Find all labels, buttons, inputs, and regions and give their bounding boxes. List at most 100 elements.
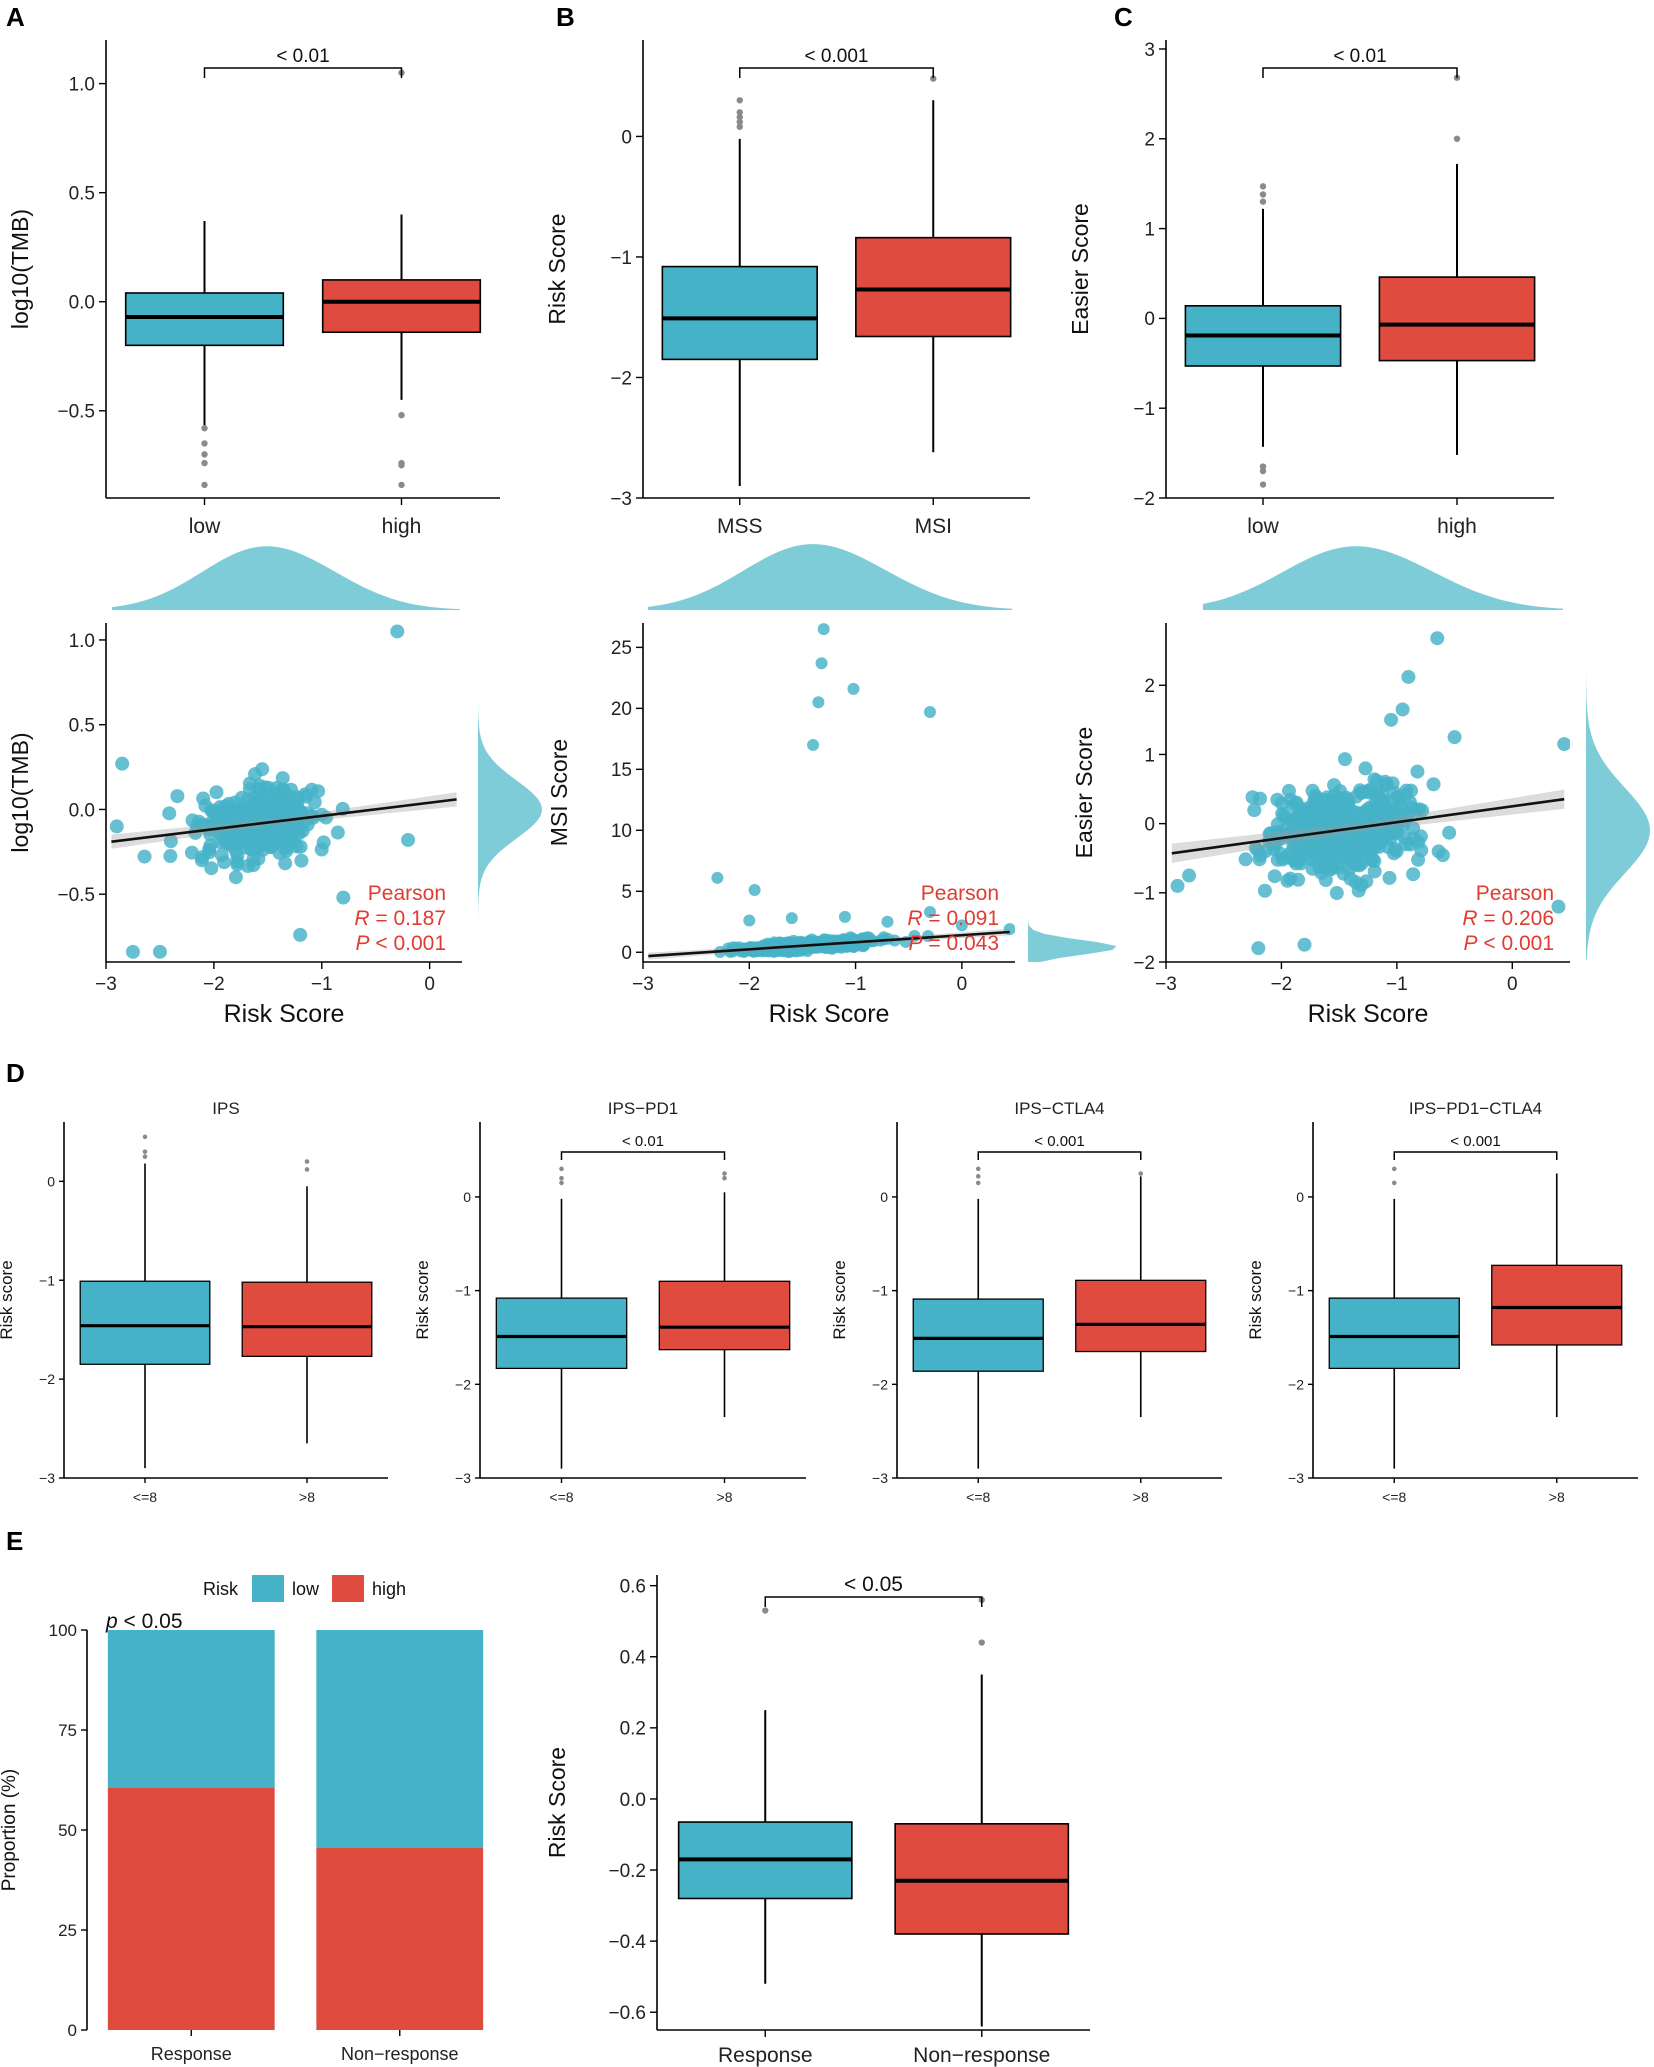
outlier-point	[142, 1154, 148, 1159]
pearson-r-value: = 0.206	[1478, 907, 1554, 930]
x-tick-label: <=8	[549, 1489, 573, 1505]
y-tick-label: −1	[872, 1283, 888, 1299]
significance-label: < 0.001	[1034, 1133, 1084, 1150]
pearson-r-label: R	[354, 907, 369, 930]
scatter-point	[1406, 867, 1421, 882]
pearson-p-label: P	[356, 932, 370, 955]
y-tick-label: 0	[621, 943, 632, 964]
y-tick-label: 2	[1144, 676, 1155, 697]
scatter-points	[109, 624, 416, 959]
scatter-point	[1270, 792, 1285, 807]
y-tick-label: −2	[1133, 953, 1155, 974]
outlier-point	[722, 1171, 727, 1176]
y-tick-label: 0	[1144, 309, 1155, 330]
box-body	[1075, 1279, 1207, 1353]
outlier-point	[736, 97, 743, 104]
scatter-point	[262, 837, 277, 852]
chart-d2: −3 −2 −1 0 IPS−PD1 Risk score <=8 >8 < 0.01	[413, 1099, 806, 1505]
scatter-points	[1170, 631, 1570, 956]
scatter-point	[203, 838, 218, 853]
scatter-point	[1303, 834, 1318, 849]
outlier-point	[762, 1607, 769, 1614]
outlier-point	[736, 123, 743, 130]
scatter-point	[1367, 772, 1382, 787]
box-0	[912, 1166, 1044, 1469]
y-tick-label: 0	[621, 127, 632, 148]
y-tick-label: −2	[610, 368, 632, 389]
pearson-title: Pearson	[368, 882, 446, 905]
significance-bracket	[764, 1596, 983, 1607]
scatter-point	[1411, 834, 1426, 849]
box-body	[495, 1297, 628, 1370]
legend-swatch-low	[252, 1575, 284, 1602]
x-tick-label: >8	[299, 1489, 315, 1505]
chart-b2: 0 5 10 15 20 25 −3 −2 −1 0 Risk Score MSI Score Pear…	[546, 544, 1117, 1028]
pearson-r-value: = 0.091	[923, 907, 999, 930]
y-tick-label: 1	[1144, 219, 1155, 240]
chart-a1: −0.5 0.0 0.5 1.0 log10(TMB) low high < 0.01	[7, 40, 500, 538]
x-tick-label: 0	[1507, 974, 1518, 995]
p-value-text: < 0.05	[118, 1610, 183, 1633]
pearson-p-value: = 0.043	[923, 932, 999, 955]
x-tick-label: −2	[1271, 974, 1293, 995]
y-axis-title: Risk score	[0, 1260, 16, 1339]
y-axis-title: Easier Score	[1071, 727, 1097, 859]
scatter-point	[1354, 785, 1369, 800]
scatter-point	[316, 835, 331, 850]
y-axis-title: log10(TMB)	[7, 732, 33, 852]
scatter-point	[336, 890, 351, 905]
scatter-point	[1411, 852, 1426, 867]
y-tick-label: 1	[1144, 745, 1155, 766]
scatter-points	[711, 623, 1015, 959]
chart-b1: −3 −2 −1 0 Risk Score MSS MSI < 0.001	[544, 40, 1030, 538]
scatter-point	[163, 849, 178, 864]
scatter-point	[125, 944, 140, 959]
y-tick-label: −3	[872, 1470, 888, 1486]
box-body	[79, 1280, 211, 1365]
density-top	[112, 546, 460, 610]
box-1	[658, 1171, 791, 1418]
y-tick-label: 0.5	[69, 716, 95, 737]
y-tick-label: −1	[455, 1283, 471, 1299]
x-tick-label: 0	[424, 974, 435, 995]
pearson-p-value: < 0.001	[370, 932, 446, 955]
x-tick-label: <=8	[133, 1489, 157, 1505]
scatter-point	[1389, 844, 1404, 859]
scatter-point	[923, 706, 936, 719]
outlier-point	[930, 75, 937, 82]
scatter-point	[307, 795, 322, 810]
box-0	[677, 1607, 853, 1984]
scatter-point	[922, 930, 935, 943]
box-body	[124, 292, 285, 347]
scatter-point	[1447, 730, 1462, 745]
pearson-title: Pearson	[1476, 882, 1554, 905]
y-tick-label: −0.6	[608, 2003, 646, 2024]
significance-bracket	[560, 1151, 726, 1160]
x-tick-label: 0	[957, 974, 968, 995]
outlier-point	[201, 451, 208, 458]
scatter-point	[252, 778, 267, 793]
pearson-r-label: R	[907, 907, 922, 930]
x-tick-label: >8	[1549, 1489, 1565, 1505]
outlier-point	[201, 481, 208, 489]
x-tick-label: Non−response	[913, 2044, 1050, 2067]
y-axis-title: Risk score	[1246, 1260, 1265, 1339]
scatter-point	[390, 624, 405, 639]
legend-label-high: high	[372, 1579, 406, 1599]
outlier-point	[1259, 183, 1267, 190]
scatter-point	[330, 825, 345, 840]
chart-a2: −0.5 0.0 0.5 1.0 −3 −2 −1 0 Risk Score log10(TMB)…	[7, 546, 542, 1028]
x-axis-title: Risk Score	[1308, 1000, 1429, 1028]
y-tick-label: 15	[611, 760, 632, 781]
outlier-point	[1391, 1180, 1397, 1186]
outlier-point	[975, 1174, 981, 1179]
scatter-point	[209, 785, 224, 800]
x-tick-label: high	[382, 515, 422, 538]
outlier-point	[559, 1180, 564, 1186]
scatter-point	[1283, 871, 1298, 886]
scatter-point	[1367, 864, 1382, 879]
scatter-point	[109, 819, 124, 834]
scatter-point	[795, 944, 808, 957]
